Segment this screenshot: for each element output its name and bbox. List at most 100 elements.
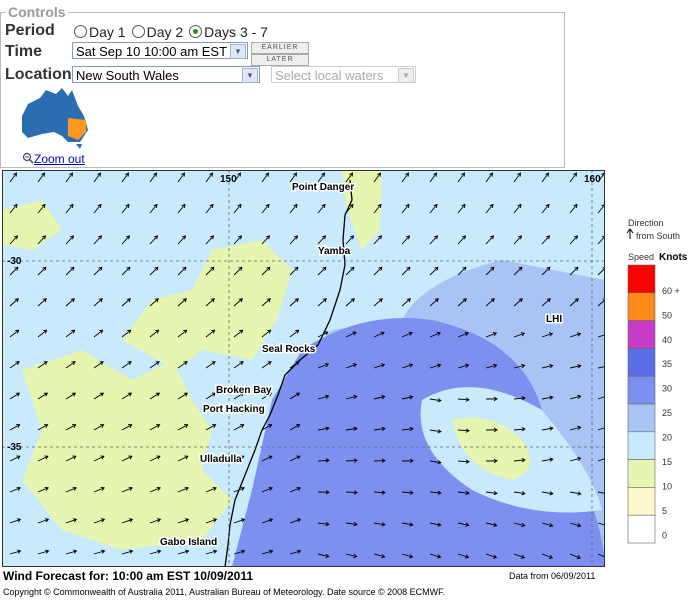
dropdown-arrow: ▼ bbox=[242, 68, 258, 83]
wind-arrowhead bbox=[41, 172, 46, 177]
wind-arrowhead bbox=[437, 490, 442, 495]
wind-arrow bbox=[401, 172, 409, 183]
wind-arrowhead bbox=[378, 266, 383, 271]
wind-arrow bbox=[65, 392, 76, 400]
place-label: Broken Bay bbox=[216, 385, 272, 396]
wind-arrow bbox=[9, 266, 19, 276]
wind-arrow bbox=[569, 426, 581, 431]
wind-arrowhead bbox=[322, 298, 327, 303]
wind-arrowhead bbox=[71, 361, 76, 366]
wind-arrow bbox=[373, 235, 382, 245]
wind-arrow bbox=[177, 550, 189, 555]
wind-arrowhead bbox=[349, 203, 354, 209]
wind-arrow bbox=[9, 204, 18, 214]
wind-arrow bbox=[317, 266, 327, 276]
wind-arrow bbox=[569, 333, 581, 338]
wind-arrowhead bbox=[352, 331, 357, 336]
wind-arrow bbox=[289, 204, 298, 214]
wind-arrow bbox=[485, 332, 497, 338]
earlier-button[interactable]: EARLIER bbox=[251, 42, 309, 54]
wind-arrowhead bbox=[209, 172, 214, 177]
wind-arrow bbox=[121, 361, 132, 369]
wind-arrow bbox=[65, 298, 75, 307]
wind-arrowhead bbox=[462, 266, 467, 271]
radio-button[interactable] bbox=[189, 25, 203, 38]
wind-arrowhead bbox=[548, 332, 554, 337]
wind-arrow bbox=[37, 235, 46, 245]
speed-swatch bbox=[627, 375, 656, 405]
wind-arrowhead bbox=[321, 172, 326, 177]
wind-arrow bbox=[597, 334, 605, 338]
wind-arrow bbox=[233, 329, 243, 338]
wind-arrowhead bbox=[353, 522, 358, 527]
zoom-out-link[interactable]: Zoom out bbox=[34, 152, 85, 166]
radio-button[interactable] bbox=[74, 25, 87, 38]
wind-arrowhead bbox=[44, 455, 49, 460]
wind-arrowhead bbox=[297, 549, 302, 554]
wind-arrowhead bbox=[266, 266, 271, 271]
wind-arrow bbox=[457, 204, 466, 214]
wind-arrow bbox=[205, 455, 217, 462]
wind-arrowhead bbox=[353, 490, 358, 495]
period-option[interactable]: Day 2 bbox=[131, 24, 183, 40]
wind-arrow bbox=[429, 398, 441, 402]
place-label: Seal Rocks bbox=[262, 344, 316, 355]
wind-arrow bbox=[205, 487, 217, 493]
wind-arrow bbox=[429, 298, 439, 307]
wind-arrowhead bbox=[489, 235, 495, 240]
radio-button[interactable] bbox=[131, 25, 145, 38]
wind-arrow bbox=[541, 172, 549, 183]
time-select[interactable]: Sat Sep 10 10:00 am EST ▼ bbox=[72, 42, 248, 59]
wind-arrowhead bbox=[492, 554, 498, 559]
wind-arrow bbox=[429, 235, 438, 245]
place-label: Point Danger bbox=[292, 182, 354, 193]
wind-arrow bbox=[513, 522, 525, 527]
wind-arrowhead bbox=[267, 392, 273, 397]
wind-arrow bbox=[485, 522, 497, 526]
wind-arrowhead bbox=[437, 554, 442, 559]
wind-arrow bbox=[65, 204, 74, 214]
australia-icon[interactable] bbox=[18, 86, 93, 150]
wind-arrowhead bbox=[465, 428, 470, 433]
wind-arrowhead bbox=[408, 363, 414, 368]
wind-arrow bbox=[597, 522, 605, 526]
wind-arrow bbox=[205, 172, 213, 183]
wind-arrowhead bbox=[577, 394, 582, 400]
period-option[interactable]: Day 1 bbox=[74, 24, 126, 40]
wind-arrowhead bbox=[181, 172, 186, 177]
wind-arrow bbox=[317, 395, 329, 400]
wind-arrow bbox=[457, 266, 467, 276]
wind-arrowhead bbox=[182, 266, 187, 271]
wind-arrowhead bbox=[266, 298, 271, 303]
wind-arrow bbox=[485, 491, 497, 494]
wind-arrowhead bbox=[324, 331, 329, 336]
wind-arrow bbox=[569, 172, 577, 183]
wind-arrowhead bbox=[296, 518, 302, 523]
wind-arrowhead bbox=[518, 266, 523, 271]
wind-arrowhead bbox=[184, 455, 189, 460]
later-button[interactable]: LATER bbox=[251, 54, 309, 66]
calm-core bbox=[452, 417, 530, 480]
wind-arrow bbox=[205, 204, 214, 214]
period-option[interactable]: Days 3 - 7 bbox=[189, 24, 268, 40]
wind-arrow bbox=[373, 428, 385, 431]
place-label: LHI bbox=[546, 314, 562, 325]
wind-arrow bbox=[541, 365, 553, 369]
wind-arrow bbox=[401, 332, 413, 338]
wind-arrow bbox=[429, 332, 441, 338]
wind-arrow bbox=[205, 266, 215, 276]
lat-label: -35 bbox=[7, 442, 22, 453]
nsw-highlight bbox=[68, 118, 86, 140]
wind-arrow bbox=[373, 298, 383, 307]
wind-arrow bbox=[261, 298, 271, 307]
location-select[interactable]: New South Wales ▼ bbox=[72, 66, 260, 83]
wind-arrowhead bbox=[43, 361, 48, 366]
wind-arrowhead bbox=[546, 266, 551, 271]
wind-arrow bbox=[149, 235, 158, 245]
wind-arrow bbox=[261, 361, 272, 369]
wind-arrowhead bbox=[437, 363, 442, 368]
wind-arrow bbox=[317, 459, 330, 462]
wind-arrow bbox=[401, 364, 413, 369]
wind-arrow bbox=[401, 204, 410, 214]
